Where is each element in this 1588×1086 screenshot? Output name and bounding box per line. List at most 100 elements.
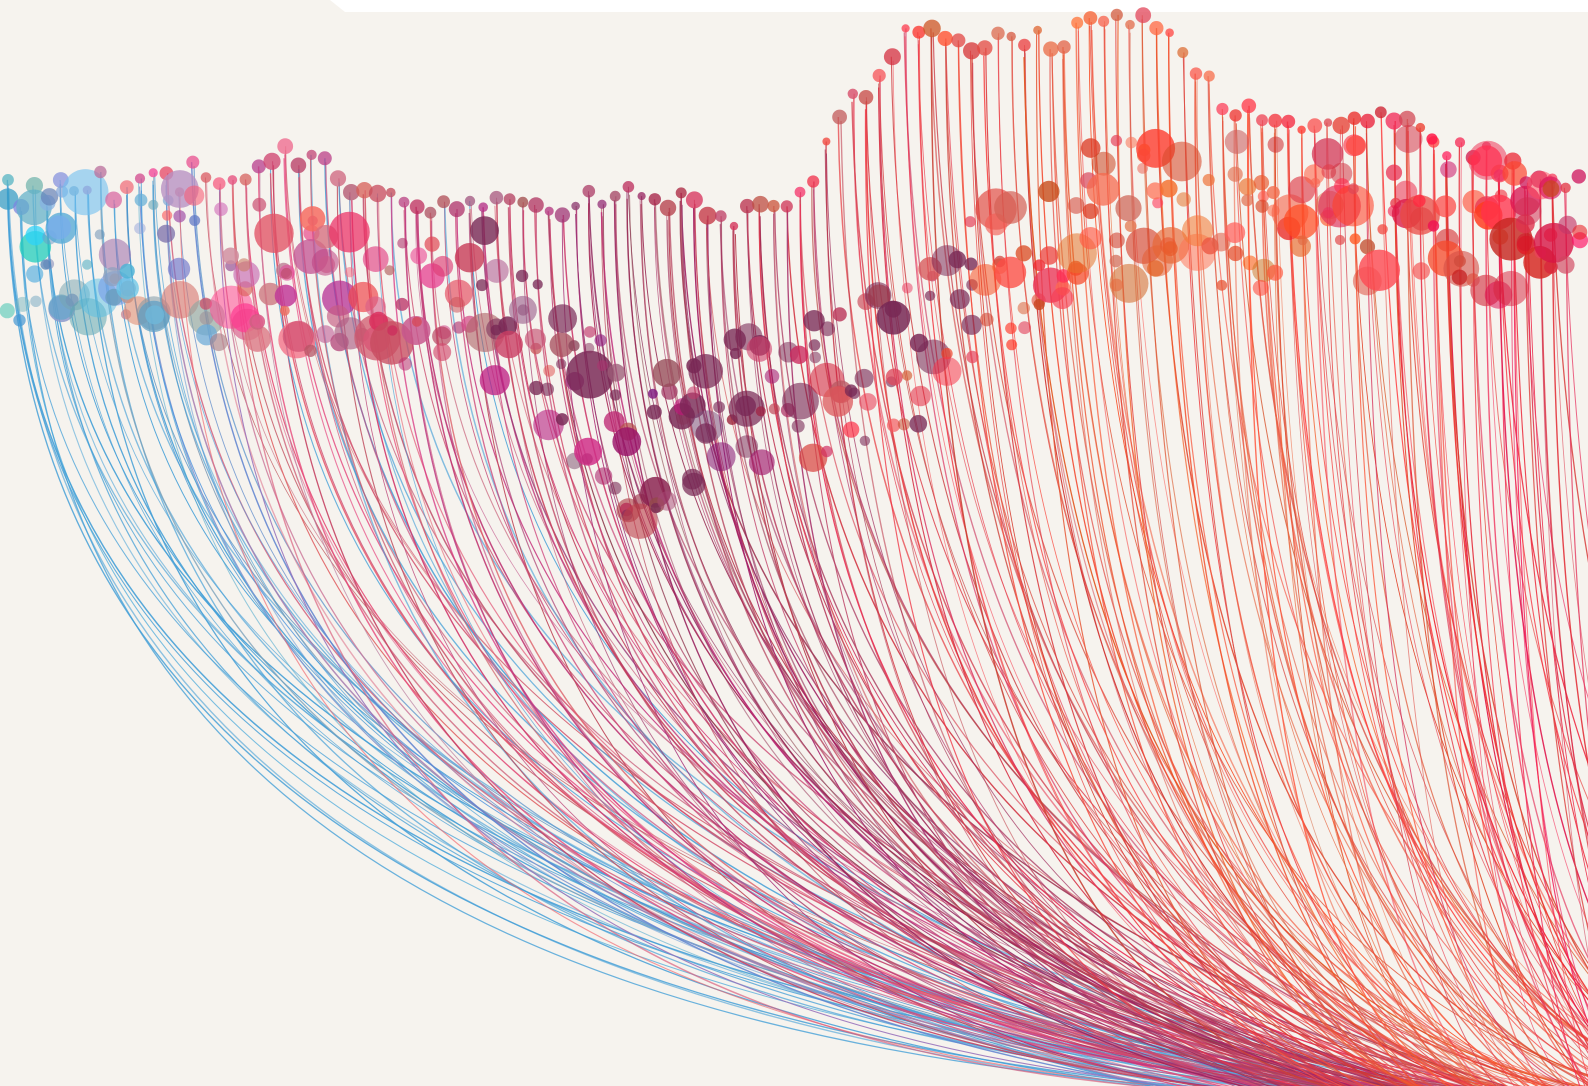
curve (1326, 126, 1576, 1086)
dot (807, 175, 820, 188)
dot (1006, 339, 1018, 351)
dot (464, 195, 476, 207)
dot (1110, 134, 1123, 147)
dot (317, 151, 332, 166)
dot (994, 256, 1027, 289)
dot (858, 90, 874, 105)
dot (687, 386, 700, 400)
dot (454, 243, 485, 273)
dot (885, 368, 903, 386)
curve (1550, 178, 1588, 684)
dot (1146, 182, 1164, 200)
dot (886, 418, 901, 432)
dot (119, 180, 134, 195)
dot (1255, 199, 1269, 213)
dot (1149, 21, 1164, 36)
curve (918, 40, 1564, 1086)
dot (1332, 116, 1350, 135)
dot (548, 304, 577, 333)
dot (1018, 38, 1031, 52)
curve (377, 193, 1300, 1086)
dot (822, 386, 854, 417)
dot (1203, 70, 1215, 82)
curve (257, 166, 1347, 1086)
curve (1471, 165, 1588, 1022)
curve (1246, 109, 1531, 1086)
curve (1539, 183, 1588, 841)
dot (0, 303, 15, 319)
dot (1161, 141, 1202, 182)
dot (134, 173, 146, 184)
curve (1196, 77, 1551, 1086)
dot (1297, 125, 1306, 134)
dot (555, 413, 569, 426)
curve (522, 202, 1467, 1086)
curve (957, 44, 1344, 1086)
curve (1024, 53, 1434, 1086)
dot (1330, 162, 1353, 185)
dot (1451, 269, 1468, 285)
dot (94, 165, 107, 179)
dot (251, 314, 266, 329)
dot (98, 238, 131, 271)
curve (1089, 25, 1553, 1086)
dot (768, 403, 780, 415)
dot (767, 199, 780, 213)
dot (897, 418, 911, 431)
curve (639, 200, 1378, 1086)
dot (1374, 106, 1387, 119)
dot (209, 333, 228, 352)
dot (409, 199, 425, 215)
curve (997, 37, 1423, 1086)
curve (403, 210, 1205, 1086)
curve (1485, 150, 1588, 1008)
dot (554, 207, 571, 223)
curve (7, 191, 1368, 1086)
dot (40, 259, 51, 270)
dot (746, 336, 773, 362)
curve (1433, 149, 1588, 1084)
curve (878, 87, 1425, 1086)
curve (1313, 125, 1588, 1040)
dot (1257, 190, 1269, 202)
dot (1542, 180, 1560, 198)
dot (1033, 259, 1046, 272)
dot (715, 210, 727, 222)
curve (983, 55, 1475, 1086)
dot (387, 325, 398, 336)
dot (1310, 177, 1321, 189)
dot (977, 40, 993, 56)
dot (872, 68, 886, 83)
curve (799, 192, 1328, 1086)
dot (1266, 186, 1280, 199)
dot (186, 155, 200, 169)
dot (1304, 164, 1325, 185)
dot (948, 250, 966, 269)
dot (647, 388, 658, 399)
dot (517, 196, 529, 208)
curve (179, 195, 1171, 1086)
dot (1358, 249, 1401, 291)
curve (746, 214, 1349, 1086)
dot (924, 290, 936, 301)
curve (1260, 124, 1540, 1086)
dot (344, 267, 355, 278)
curve (1274, 128, 1588, 1084)
curve (1366, 121, 1588, 1000)
dot (508, 295, 537, 324)
dot (646, 404, 662, 420)
dot (26, 265, 44, 283)
curve (1512, 165, 1588, 870)
curve (1208, 80, 1588, 1031)
curve (1433, 153, 1548, 1086)
curve (1551, 182, 1588, 563)
dot (237, 258, 251, 272)
curve (1287, 133, 1554, 1086)
dot (847, 88, 858, 100)
dot (1268, 113, 1283, 128)
dot (597, 360, 608, 371)
dot (1216, 102, 1229, 116)
curve (1365, 125, 1571, 1086)
dot (648, 193, 661, 206)
